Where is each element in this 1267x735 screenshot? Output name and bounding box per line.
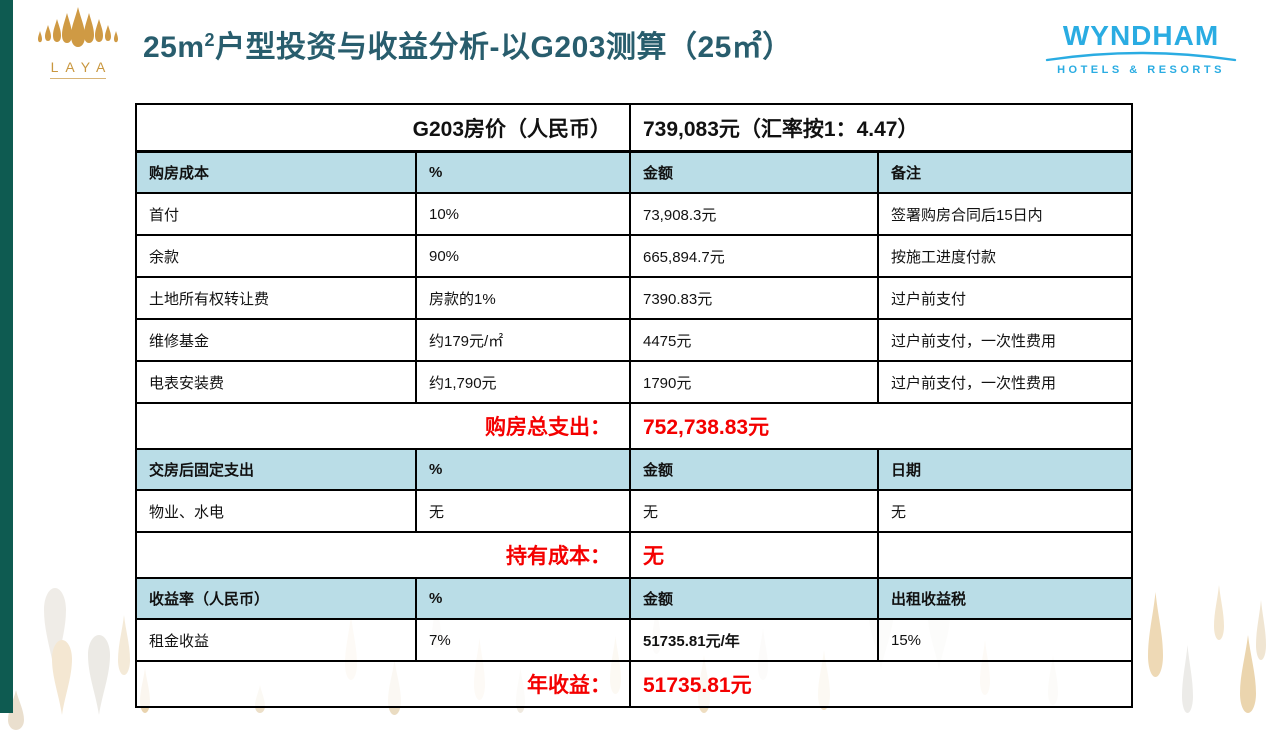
data-cell: 首付 xyxy=(135,192,417,236)
page-title-rest: 户型投资与收益分析-以G203测算（25㎡） xyxy=(215,31,793,64)
price-row: G203房价（人民币） 739,083元（汇率按1：4.47） xyxy=(135,103,1133,153)
data-cell: 无 xyxy=(877,489,1133,533)
summary-label-cell: 年收益： xyxy=(135,660,631,708)
header-cell: % xyxy=(415,150,631,194)
droplet-icon xyxy=(1214,585,1224,645)
data-cell: 过户前支付，一次性费用 xyxy=(877,360,1133,404)
data-cell: 665,894.7元 xyxy=(629,234,879,278)
wyndham-logo-tagline: HOTELS & RESORTS xyxy=(1057,64,1225,76)
data-cell: 无 xyxy=(629,489,879,533)
header-cell: 交房后固定支出 xyxy=(135,448,417,491)
header-cell: 出租收益税 xyxy=(877,577,1133,620)
droplet-icon xyxy=(88,635,110,720)
header-cell: 日期 xyxy=(877,448,1133,491)
price-label-cell: G203房价（人民币） xyxy=(135,103,631,153)
header-cell: 金额 xyxy=(629,577,879,620)
wyndham-logo: WYNDHAM HOTELS & RESORTS xyxy=(1039,20,1243,76)
summary-value-cell: 51735.81元 xyxy=(629,660,1133,708)
data-cell: 电表安装费 xyxy=(135,360,417,404)
data-cell: 73,908.3元 xyxy=(629,192,879,236)
page-title-prefix: 25m xyxy=(143,31,205,64)
investment-analysis-table: G203房价（人民币） 739,083元（汇率按1：4.47） 购房成本% 金额 备注首… xyxy=(135,103,1133,708)
header-cell: 备注 xyxy=(877,150,1133,194)
data-cell: 过户前支付，一次性费用 xyxy=(877,318,1133,362)
data-row: 首付 10% 73,908.3元 签署购房合同后15日内 xyxy=(135,192,1133,236)
summary-value-cell xyxy=(877,531,1133,579)
summary-label-cell: 购房总支出： xyxy=(135,402,631,450)
wyndham-logo-text: WYNDHAM xyxy=(1062,20,1220,51)
left-accent-bar xyxy=(0,0,13,713)
droplet-icon xyxy=(1182,645,1193,718)
page-title-superscript: 2 xyxy=(204,30,216,50)
header-cell: % xyxy=(415,577,631,620)
data-cell: 土地所有权转让费 xyxy=(135,276,417,320)
header-cell: 收益率（人民币） xyxy=(135,577,417,620)
summary-row: 年收益： 51735.81元 xyxy=(135,660,1133,708)
header-cell: 购房成本 xyxy=(135,150,417,194)
droplet-icon xyxy=(118,615,130,680)
data-cell: 7390.83元 xyxy=(629,276,879,320)
data-row: 物业、水电无无无 xyxy=(135,489,1133,533)
data-cell: 10% xyxy=(415,192,631,236)
header-cell: 金额 xyxy=(629,448,879,491)
data-row: 电表安装费 约1,790元 1790元 过户前支付，一次性费用 xyxy=(135,360,1133,404)
data-cell: 7% xyxy=(415,618,631,662)
data-row: 余款 90% 665,894.7元 按施工进度付款 xyxy=(135,234,1133,278)
data-cell: 90% xyxy=(415,234,631,278)
droplet-icon xyxy=(1148,592,1163,682)
data-cell: 维修基金 xyxy=(135,318,417,362)
data-cell: 过户前支付 xyxy=(877,276,1133,320)
data-row: 土地所有权转让费 房款的1% 7390.83元 过户前支付 xyxy=(135,276,1133,320)
data-cell: 余款 xyxy=(135,234,417,278)
data-cell: 房款的1% xyxy=(415,276,631,320)
laya-logo: LAYA xyxy=(28,5,128,79)
data-cell: 无 xyxy=(415,489,631,533)
summary-row: 持有成本：无 xyxy=(135,531,1133,579)
droplet-icon xyxy=(1256,600,1266,665)
data-cell: 租金收益 xyxy=(135,618,417,662)
summary-value-cell: 752,738.83元 xyxy=(629,402,1133,450)
summary-value-cell: 无 xyxy=(629,531,879,579)
droplet-icon xyxy=(44,588,66,681)
summary-row: 购房总支出： 752,738.83元 xyxy=(135,402,1133,450)
droplet-icon xyxy=(1240,635,1256,718)
laya-logo-rule xyxy=(50,78,106,79)
laya-droplets-icon xyxy=(38,7,118,47)
data-cell: 物业、水电 xyxy=(135,489,417,533)
droplet-icon xyxy=(52,640,72,720)
data-row: 租金收益 7% 51735.81元/年 15% xyxy=(135,618,1133,662)
data-cell: 4475元 xyxy=(629,318,879,362)
price-value-cell: 739,083元（汇率按1：4.47） xyxy=(629,103,1133,153)
data-cell: 按施工进度付款 xyxy=(877,234,1133,278)
data-cell: 约1,790元 xyxy=(415,360,631,404)
data-cell: 约179元/㎡ xyxy=(415,318,631,362)
laya-logo-text: LAYA xyxy=(50,59,113,75)
data-cell: 51735.81元/年 xyxy=(629,618,879,662)
data-cell: 签署购房合同后15日内 xyxy=(877,192,1133,236)
page-title: 25m2户型投资与收益分析-以G203测算（25㎡） xyxy=(143,22,793,66)
data-row: 维修基金 约179元/㎡ 4475元 过户前支付，一次性费用 xyxy=(135,318,1133,362)
data-cell: 15% xyxy=(877,618,1133,662)
section-header-row: 交房后固定支出% 金额 日期 xyxy=(135,448,1133,491)
header-cell: 金额 xyxy=(629,150,879,194)
header-cell: % xyxy=(415,448,631,491)
summary-label-cell: 持有成本： xyxy=(135,531,631,579)
wyndham-swoosh-icon xyxy=(1045,51,1237,62)
section-header-row: 购房成本% 金额 备注 xyxy=(135,150,1133,194)
data-cell: 1790元 xyxy=(629,360,879,404)
section-header-row: 收益率（人民币）% 金额 出租收益税 xyxy=(135,577,1133,620)
